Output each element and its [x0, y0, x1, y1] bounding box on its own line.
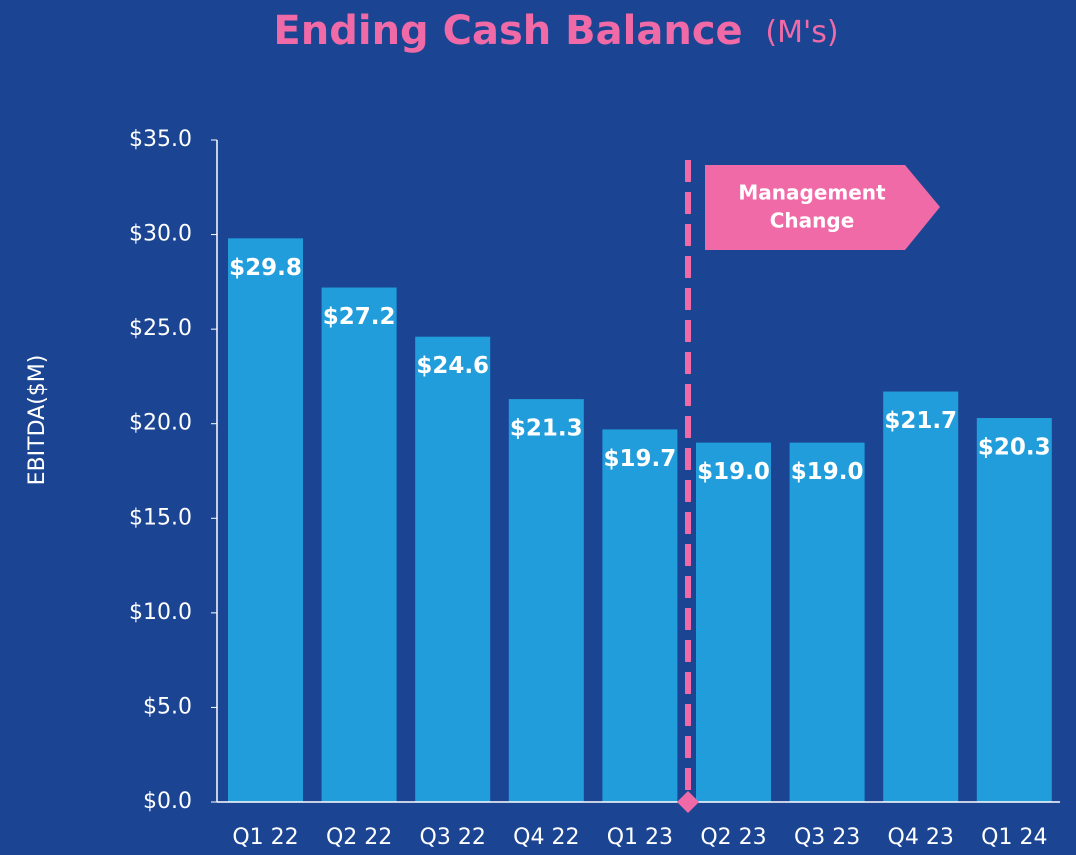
bar [883, 391, 959, 802]
chart-title: Ending Cash Balance [273, 8, 742, 54]
x-tick-label: Q3 23 [794, 825, 860, 850]
annotation-text: Change [770, 209, 855, 233]
bar [602, 429, 678, 802]
y-tick-label: $15.0 [129, 505, 192, 530]
value-label: $24.6 [416, 353, 489, 379]
chart-title-unit: (M's) [765, 15, 838, 50]
x-tick-label: Q4 22 [513, 825, 579, 850]
value-label: $19.7 [604, 446, 677, 472]
value-label: $19.0 [791, 459, 864, 485]
value-label: $29.8 [229, 255, 302, 281]
x-tick-label: Q1 23 [607, 825, 673, 850]
annotation-text: Management [738, 181, 886, 205]
value-label: $27.2 [323, 304, 396, 330]
x-tick-label: Q4 23 [888, 825, 954, 850]
value-label: $20.3 [978, 435, 1051, 461]
y-tick-label: $20.0 [129, 411, 192, 436]
change-marker [677, 791, 699, 813]
y-tick-label: $5.0 [143, 694, 192, 719]
value-label: $19.0 [697, 459, 770, 485]
x-tick-label: Q1 24 [981, 825, 1047, 850]
bar [321, 287, 397, 802]
bar [415, 336, 491, 802]
y-tick-label: $10.0 [129, 600, 192, 625]
y-tick-label: $0.0 [143, 789, 192, 814]
y-axis-label: EBITDA($M) [25, 355, 50, 486]
y-tick-label: $25.0 [129, 316, 192, 341]
bar [789, 442, 865, 802]
bar [508, 399, 584, 802]
bar [976, 418, 1052, 802]
annotation-arrow [705, 165, 940, 250]
y-tick-label: $35.0 [129, 127, 192, 152]
x-tick-label: Q2 23 [700, 825, 766, 850]
y-tick-label: $30.0 [129, 222, 192, 247]
x-tick-label: Q3 22 [420, 825, 486, 850]
bar [696, 442, 771, 802]
x-tick-label: Q2 22 [326, 825, 392, 850]
value-label: $21.7 [884, 408, 957, 434]
value-label: $21.3 [510, 416, 583, 442]
title-group: Ending Cash Balance (M's) [273, 8, 838, 54]
bar [228, 238, 303, 803]
x-tick-label: Q1 22 [232, 825, 298, 850]
